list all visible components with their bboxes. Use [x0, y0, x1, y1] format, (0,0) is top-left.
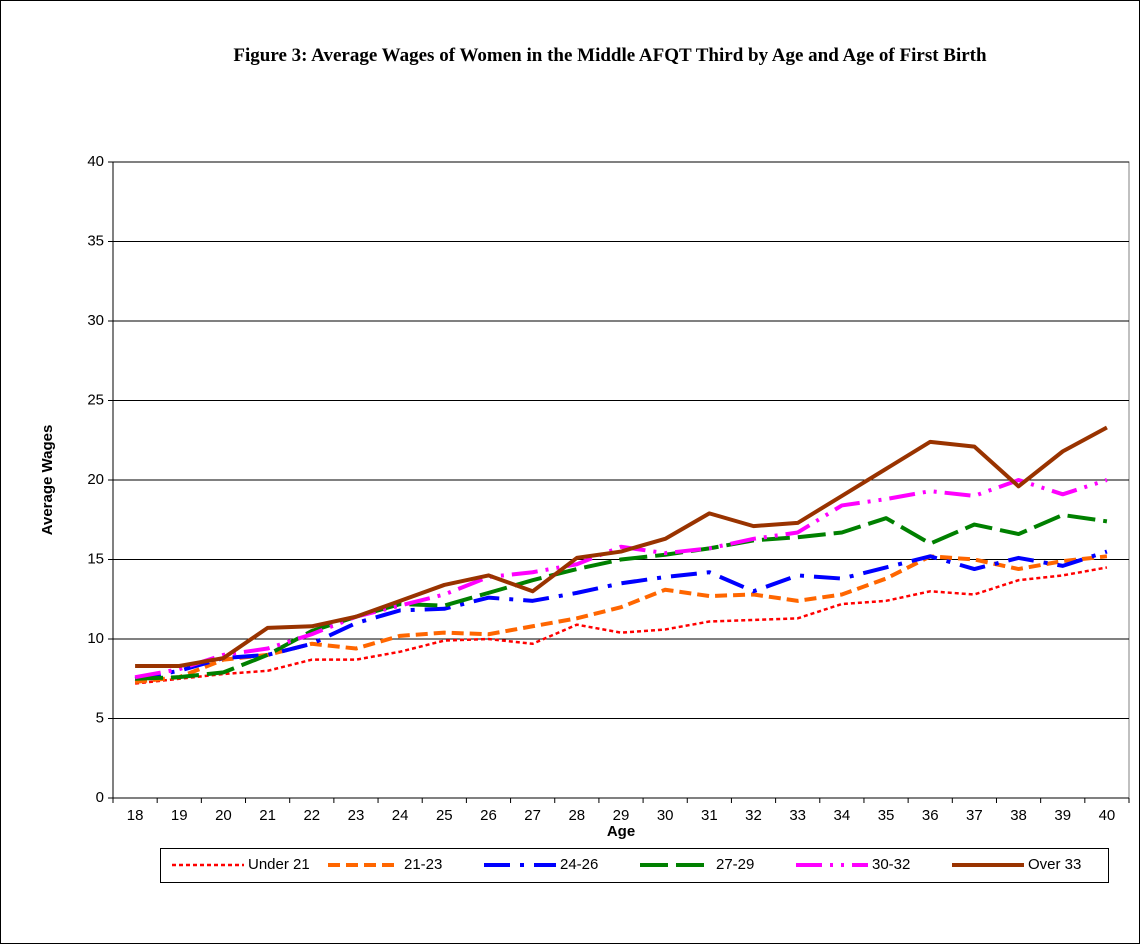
legend-label: 24-26: [560, 856, 598, 873]
x-tick-label: 22: [303, 807, 320, 824]
legend-label: 30-32: [872, 856, 910, 873]
x-tick-label: 40: [1099, 807, 1116, 824]
x-tick-label: 36: [922, 807, 939, 824]
legend-label: Over 33: [1028, 856, 1081, 873]
series-line: [135, 425, 1108, 669]
x-tick-label: 25: [436, 807, 453, 824]
x-tick-label: 30: [657, 807, 674, 824]
x-tick-label: 20: [215, 807, 232, 824]
x-tick-label: 18: [127, 807, 144, 824]
chart-title: Figure 3: Average Wages of Women in the …: [233, 45, 987, 66]
legend-label: 27-29: [716, 856, 754, 873]
x-tick-label: 24: [392, 807, 409, 824]
x-tick-label: 33: [789, 807, 806, 824]
y-tick-label: 25: [87, 391, 104, 408]
y-axis-label: Average Wages: [39, 425, 56, 536]
x-tick-label: 23: [348, 807, 365, 824]
x-tick-label: 37: [966, 807, 983, 824]
y-tick-label: 30: [87, 312, 104, 329]
y-tick-label: 40: [87, 153, 104, 170]
series-line: [134, 566, 1108, 685]
series-line: [135, 512, 1108, 681]
x-tick-label: 31: [701, 807, 718, 824]
x-tick-label: 32: [745, 807, 762, 824]
y-tick-label: 10: [87, 630, 104, 647]
series-line: [134, 549, 1108, 681]
legend-box: [160, 848, 1109, 883]
x-tick-label: 34: [834, 807, 851, 824]
x-tick-label: 29: [613, 807, 630, 824]
x-tick-label: 28: [568, 807, 585, 824]
legend-label: Under 21: [248, 856, 310, 873]
legend-label: 21-23: [404, 856, 442, 873]
x-tick-label: 27: [524, 807, 541, 824]
x-tick-label: 39: [1054, 807, 1071, 824]
x-tick-label: 19: [171, 807, 188, 824]
x-tick-label: 21: [259, 807, 276, 824]
x-tick-label: 26: [480, 807, 497, 824]
y-tick-label: 20: [87, 471, 104, 488]
x-tick-label: 35: [878, 807, 895, 824]
y-tick-label: 35: [87, 232, 104, 249]
y-tick-label: 0: [96, 789, 104, 806]
series-line: [134, 478, 1108, 680]
x-axis-label: Age: [607, 823, 635, 840]
x-tick-label: 38: [1010, 807, 1027, 824]
y-tick-label: 15: [87, 550, 104, 567]
y-tick-label: 5: [96, 709, 104, 726]
